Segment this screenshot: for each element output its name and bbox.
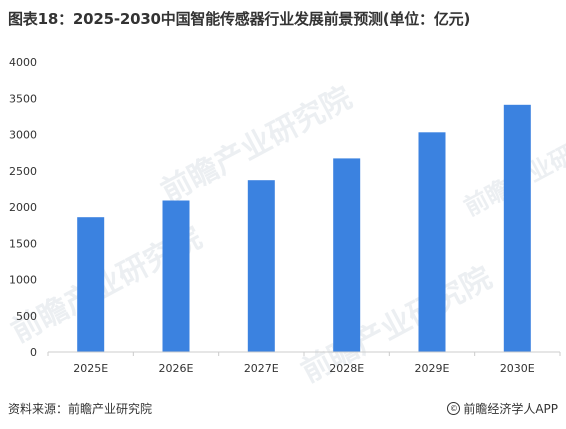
brand-credit: © 前瞻经济学人APP [447,400,558,417]
bars [77,104,531,352]
bar-2028E [333,158,361,352]
y-tick-label: 1500 [9,237,37,250]
y-tick-label: 500 [16,310,37,323]
y-axis: 0 500 1000 1500 2000 2500 3000 3500 4000 [9,56,37,359]
x-tick-label: 2025E [73,362,108,375]
bar-2025E [77,217,105,352]
x-tick-label: 2029E [415,362,450,375]
chart-title: 图表18：2025-2030中国智能传感器行业发展前景预测(单位：亿元) [8,10,471,28]
y-tick-label: 2000 [9,201,37,214]
source-note: 资料来源：前瞻产业研究院 [8,402,153,416]
x-axis: 2025E 2026E 2027E 2028E 2029E 2030E [47,351,561,375]
brand-name: 前瞻经济学人APP [463,402,558,416]
x-tick-label: 2030E [500,362,535,375]
y-tick-label: 4000 [9,56,37,69]
bar-2029E [418,132,446,352]
x-tick-label: 2026E [159,362,194,375]
y-tick-label: 2500 [9,165,37,178]
bar-2026E [162,200,190,352]
x-tick-label: 2027E [244,362,279,375]
y-tick-label: 3000 [9,129,37,142]
x-tick-label: 2028E [329,362,364,375]
bar-2027E [247,180,275,352]
y-tick-label: 3500 [9,92,37,105]
copyright-icon: © [447,402,461,415]
y-tick-label: 0 [30,346,37,359]
bar-2030E [503,104,531,352]
y-tick-label: 1000 [9,274,37,287]
